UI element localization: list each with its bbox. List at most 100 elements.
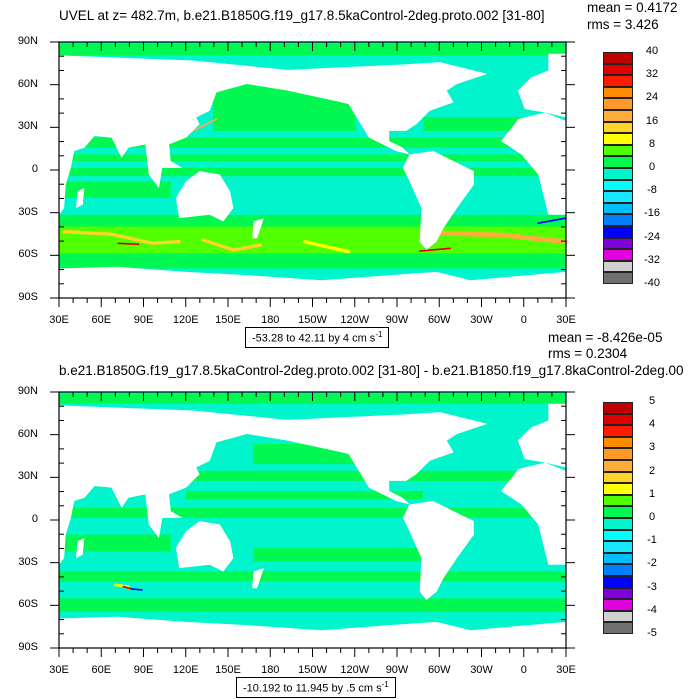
colorbar-box: [603, 156, 633, 168]
lon-label: 150W: [298, 314, 327, 326]
colorbar-box: [603, 552, 633, 565]
colorbar-box: [603, 564, 633, 576]
lon-label: 120E: [172, 314, 199, 326]
colorbar-box: [603, 133, 633, 145]
lon-label: 60E: [91, 314, 112, 326]
colorbar-box: [603, 214, 633, 226]
colorbar-label: -3: [647, 580, 657, 593]
mean-stat: mean = 0.4172: [587, 0, 678, 15]
colorbar-box: [603, 483, 633, 495]
colorbar-box: [603, 179, 633, 192]
lon-label: 120W: [340, 314, 370, 326]
colorbar-label: -24: [644, 230, 660, 243]
colorbar-box: [603, 226, 633, 238]
colorbar-box: [603, 448, 633, 460]
difference-map: [59, 392, 566, 648]
colorbar-label: 5: [648, 395, 656, 407]
plot-title: UVEL at z= 482.7m, b.e21.B1850G.f19_g17.…: [59, 8, 545, 23]
lon-label: 60E: [91, 664, 112, 676]
lon-label: 90E: [133, 664, 154, 676]
colorbar-box: [603, 202, 633, 215]
colorbar-label: 1: [648, 487, 656, 500]
colorbar-box: [603, 610, 633, 623]
colorbar-box: [603, 168, 633, 180]
lat-label: 30S: [18, 555, 38, 568]
colorbar-box: [603, 237, 633, 250]
colorbar-label: 2: [648, 464, 656, 477]
lon-label: 150E: [215, 664, 241, 676]
velocity-map: [59, 42, 568, 298]
lat-label: 90S: [18, 291, 38, 303]
colorbar-box: [603, 529, 633, 542]
colorbar-box: [603, 260, 633, 273]
lat-label: 60S: [18, 598, 38, 611]
colorbar-box: [603, 622, 633, 634]
rms-stat: rms = 0.2304: [548, 346, 628, 361]
lat-label: 0: [31, 163, 38, 175]
colorbar-box: [603, 98, 633, 110]
colorbar-box: [603, 518, 633, 530]
lon-label: 0: [520, 664, 527, 676]
lon-label: 30E: [49, 664, 69, 676]
lat-label: 60S: [18, 248, 38, 261]
colorbar-box: [603, 121, 633, 134]
lon-label: 90E: [133, 314, 154, 326]
colorbar-label: 16: [645, 114, 659, 127]
lon-label: 30E: [556, 664, 576, 676]
lat-label: 60N: [17, 77, 38, 90]
colorbar-box: [603, 541, 633, 553]
lat-label: 90N: [17, 35, 38, 47]
unit-exponent: -1: [381, 680, 389, 689]
colorbar-box: [603, 63, 633, 76]
lon-label: 120W: [340, 664, 370, 676]
colorbar-box: [603, 460, 633, 472]
colorbar-label: -1: [647, 534, 657, 547]
colorbar-label: 24: [645, 91, 659, 104]
colorbar-label: -8: [647, 184, 657, 197]
lat-label: 30N: [17, 470, 38, 483]
colorbar-box: [603, 576, 633, 588]
lon-label: 150W: [298, 664, 327, 676]
lon-label: 30W: [470, 314, 493, 326]
colorbar-box: [603, 599, 633, 611]
colorbar-box: [603, 75, 633, 87]
contour-range-box: -53.28 to 42.11 by 4 cm s-1: [245, 327, 390, 348]
lon-label: 60W: [427, 664, 451, 676]
colorbar-label: 4: [648, 418, 656, 431]
colorbar-box: [603, 144, 633, 157]
colorbar-box: [603, 494, 633, 507]
lon-label: 120E: [172, 664, 199, 676]
mean-stat: mean = -8.426e-05: [548, 330, 663, 345]
colorbar-box: [603, 402, 633, 414]
lon-label: 90W: [385, 314, 409, 326]
lat-label: 90N: [17, 385, 38, 397]
colorbar-box: [603, 110, 633, 122]
colorbar-label: -2: [647, 557, 657, 570]
contour-range-box: -10.192 to 11.945 by .5 cm s-1: [236, 677, 396, 698]
plot-title: b.e21.B1850G.f19_g17.8.5kaControl-2deg.p…: [59, 363, 684, 378]
colorbar-label: 8: [648, 137, 656, 150]
colorbar-label: -32: [644, 253, 660, 266]
lon-label: 180: [261, 314, 280, 326]
lon-label: 30W: [470, 664, 493, 676]
unit-exponent: -1: [375, 330, 383, 339]
lat-label: 30S: [18, 205, 38, 218]
lon-label: 0: [520, 314, 527, 326]
colorbar-box: [603, 272, 633, 284]
colorbar-label: -16: [644, 207, 660, 220]
colorbar-label: 32: [645, 68, 659, 81]
lon-label: 180: [261, 664, 280, 676]
colorbar-box: [603, 471, 633, 484]
colorbar-box: [603, 506, 633, 518]
lon-label: 30E: [556, 314, 576, 326]
lon-label: 30E: [49, 314, 69, 326]
colorbar-label: 0: [648, 511, 656, 523]
colorbar-box: [603, 413, 633, 426]
contour-range-text: -10.192 to 11.945 by .5 cm s: [243, 682, 382, 695]
lat-label: 30N: [17, 120, 38, 133]
colorbar-label: -40: [644, 277, 660, 289]
colorbar-box: [603, 52, 633, 64]
contour-range-text: -53.28 to 42.11 by 4 cm s: [252, 332, 376, 345]
rms-stat: rms = 3.426: [587, 17, 659, 32]
